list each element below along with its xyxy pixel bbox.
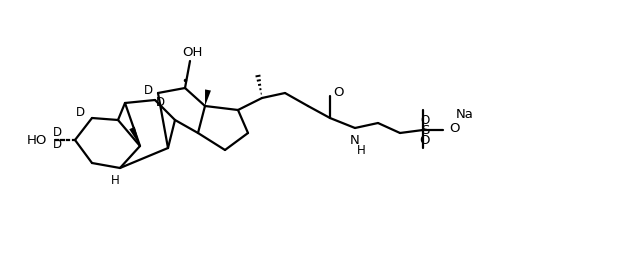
- Text: O: O: [420, 133, 430, 147]
- Text: H: H: [111, 173, 120, 187]
- Text: D: D: [52, 125, 61, 139]
- Text: D: D: [156, 96, 164, 110]
- Text: D: D: [143, 84, 152, 98]
- Text: D: D: [52, 139, 61, 151]
- Text: Na: Na: [456, 109, 474, 121]
- Text: N: N: [350, 133, 360, 147]
- Text: OH: OH: [182, 47, 202, 59]
- Text: O: O: [420, 114, 429, 126]
- Text: O: O: [333, 87, 343, 99]
- Text: O: O: [450, 121, 460, 135]
- Text: HO: HO: [27, 133, 47, 147]
- Text: D: D: [76, 106, 84, 120]
- Text: S: S: [421, 124, 429, 136]
- Polygon shape: [205, 90, 211, 106]
- Polygon shape: [129, 127, 140, 146]
- Text: H: H: [356, 143, 365, 157]
